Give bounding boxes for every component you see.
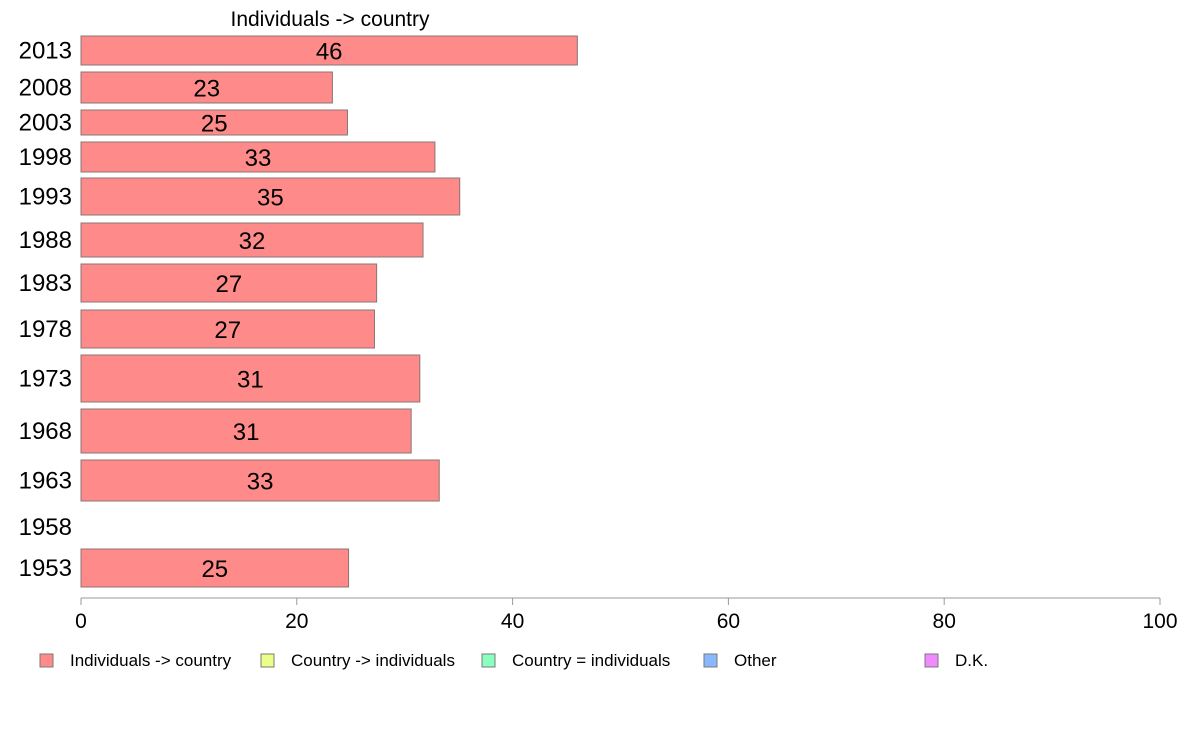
legend-label: Individuals -> country	[70, 651, 232, 670]
x-tick-label: 0	[75, 610, 87, 633]
data-label: 27	[214, 317, 241, 344]
x-tick-label: 100	[1142, 610, 1177, 633]
bar	[80, 354, 421, 403]
data-label: 35	[257, 185, 284, 212]
legend: Individuals -> country Country -> individ…	[39, 651, 988, 670]
category-label: 1953	[19, 555, 72, 582]
bar	[80, 35, 578, 66]
data-label: 32	[239, 228, 266, 255]
category-label: 2013	[19, 38, 72, 65]
legend-swatch	[481, 653, 496, 668]
category-label: 1983	[19, 270, 72, 297]
bar	[80, 141, 436, 173]
chart-title: Individuals -> country	[230, 8, 430, 31]
bar	[80, 222, 424, 258]
legend-swatch	[924, 653, 939, 668]
legend-swatch	[703, 653, 718, 668]
bar	[80, 548, 350, 588]
bar	[80, 408, 412, 454]
bars-layer: 46 23 25 33 35 32 27 27 31 31 33 25	[80, 35, 578, 588]
data-label: 31	[237, 367, 264, 394]
category-label: 1993	[19, 184, 72, 211]
category-labels: 2013 2008 2003 1998 1993 1988 1983 1978 1973 1968…	[19, 38, 72, 583]
legend-label: D.K.	[955, 651, 988, 670]
data-label: 46	[316, 39, 343, 66]
bar	[80, 71, 333, 104]
x-tick-label: 60	[717, 610, 740, 633]
data-label: 33	[245, 145, 272, 172]
bar	[80, 309, 375, 349]
x-tick-label: 80	[933, 610, 956, 633]
category-label: 1988	[19, 227, 72, 254]
bar	[80, 459, 440, 502]
category-label: 1968	[19, 418, 72, 445]
category-label: 1998	[19, 144, 72, 171]
category-label: 2003	[19, 110, 72, 137]
bar	[80, 109, 349, 136]
data-label: 23	[193, 76, 220, 103]
data-label: 25	[201, 556, 228, 583]
category-label: 1973	[19, 366, 72, 393]
data-label: 31	[233, 419, 260, 446]
category-label: 1958	[19, 514, 72, 541]
legend-swatch	[260, 653, 275, 668]
legend-swatch	[39, 653, 54, 668]
legend-label: Country = individuals	[512, 651, 670, 670]
legend-label: Country -> individuals	[291, 651, 455, 670]
x-tick-label: 40	[501, 610, 524, 633]
x-axis: 0 20 40 60 80 100	[75, 597, 1178, 633]
data-label: 25	[201, 111, 228, 138]
data-label: 33	[247, 469, 274, 496]
category-label: 1963	[19, 468, 72, 495]
data-label: 27	[215, 271, 242, 298]
category-label: 1978	[19, 316, 72, 343]
bar	[80, 177, 461, 216]
x-tick-label: 20	[285, 610, 308, 633]
category-label: 2008	[19, 75, 72, 102]
legend-label: Other	[734, 651, 777, 670]
bar	[80, 263, 378, 303]
